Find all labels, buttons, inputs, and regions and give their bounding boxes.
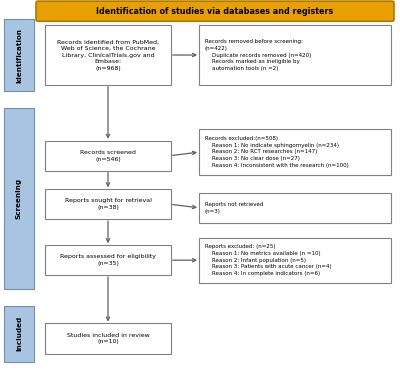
FancyBboxPatch shape [36,1,394,21]
Text: Studies included in review
(n=10): Studies included in review (n=10) [67,333,149,344]
Text: Records screened
(n=546): Records screened (n=546) [80,150,136,162]
FancyBboxPatch shape [199,193,391,223]
FancyBboxPatch shape [4,108,34,289]
FancyBboxPatch shape [45,323,171,354]
FancyBboxPatch shape [199,25,391,85]
Text: Records identified from PubMed,
Web of Science, the Cochrane
Library, ClinicalTr: Records identified from PubMed, Web of S… [57,39,159,71]
Text: Identification: Identification [16,28,22,82]
Text: Screening: Screening [16,178,22,219]
Text: Reports sought for retrieval
(n=38): Reports sought for retrieval (n=38) [64,198,152,210]
Text: Records excluded:(n=508)
    Reason 1: No indicate sphingomyelin (n=234)
    Rea: Records excluded:(n=508) Reason 1: No in… [205,136,348,168]
FancyBboxPatch shape [45,189,171,219]
Text: Included: Included [16,316,22,351]
Text: Reports assessed for eligibility
(n=35): Reports assessed for eligibility (n=35) [60,254,156,266]
Text: Identification of studies via databases and registers: Identification of studies via databases … [96,7,334,16]
Text: Reports excluded: (n=25)
    Reason 1: No metrics available (n =10)
    Reason 2: Reports excluded: (n=25) Reason 1: No me… [205,244,332,276]
FancyBboxPatch shape [199,238,391,283]
FancyBboxPatch shape [4,19,34,91]
FancyBboxPatch shape [45,141,171,171]
Text: Reports not retrieved
(n=3): Reports not retrieved (n=3) [205,202,263,214]
FancyBboxPatch shape [4,306,34,362]
FancyBboxPatch shape [45,245,171,275]
FancyBboxPatch shape [199,129,391,175]
FancyBboxPatch shape [45,25,171,85]
Text: Records removed before screening:
(n=422)
    Duplicate records removed (n=420)
: Records removed before screening: (n=422… [205,39,311,71]
